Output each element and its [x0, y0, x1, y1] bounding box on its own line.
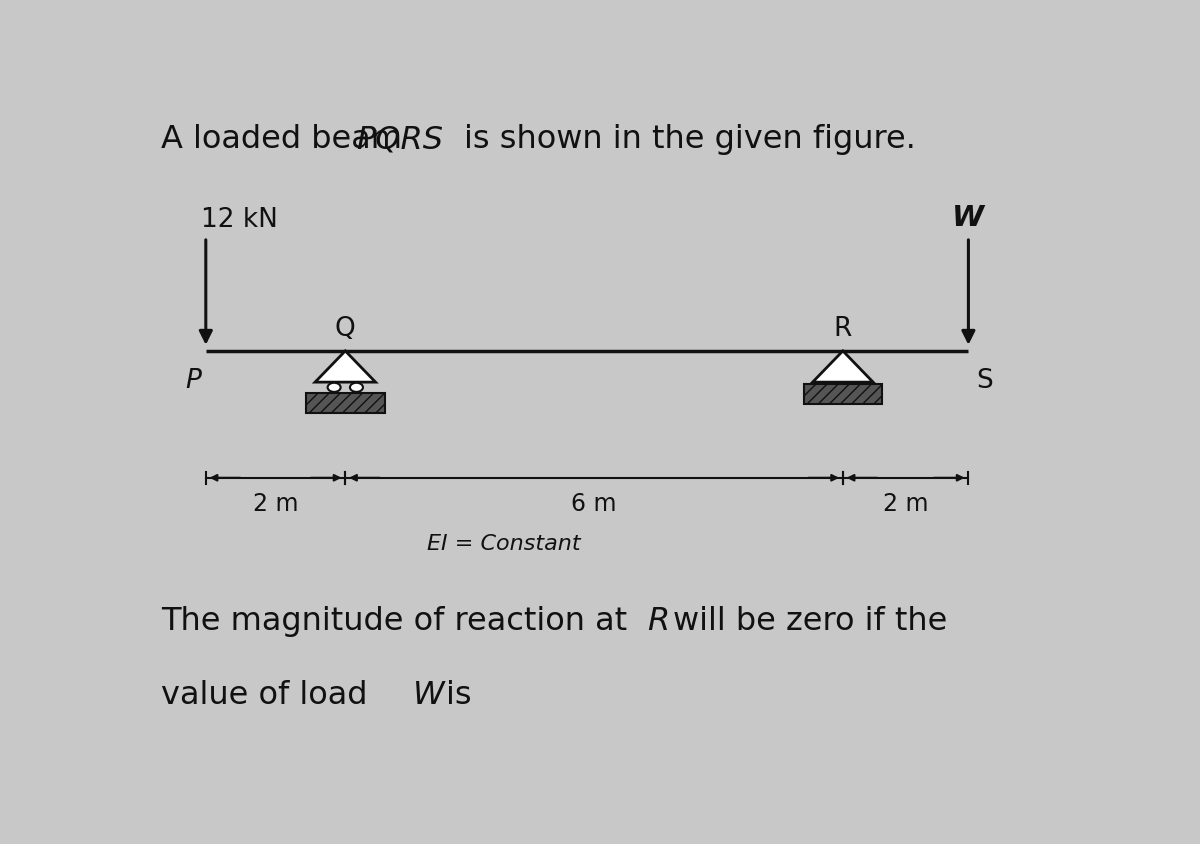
Bar — [306, 393, 384, 414]
Text: W: W — [953, 203, 984, 231]
Text: A loaded beam: A loaded beam — [161, 124, 413, 155]
Text: 2 m: 2 m — [883, 491, 929, 515]
Text: Q: Q — [335, 316, 355, 342]
Text: 2 m: 2 m — [253, 491, 299, 515]
Text: P: P — [185, 368, 202, 393]
Bar — [804, 385, 882, 404]
Text: W: W — [413, 679, 445, 711]
Polygon shape — [316, 351, 376, 382]
Circle shape — [328, 383, 341, 392]
Text: R: R — [834, 316, 852, 342]
Text: R: R — [648, 605, 670, 636]
Text: value of load: value of load — [161, 679, 378, 711]
Text: will be zero if the: will be zero if the — [673, 605, 947, 636]
Circle shape — [350, 383, 362, 392]
Text: S: S — [976, 368, 992, 393]
Text: is shown in the given figure.: is shown in the given figure. — [464, 124, 917, 155]
Text: The magnitude of reaction at: The magnitude of reaction at — [161, 605, 637, 636]
Text: 12 kN: 12 kN — [202, 207, 278, 233]
Text: 6 m: 6 m — [571, 491, 617, 515]
Text: is: is — [445, 679, 472, 711]
Text: PQRS: PQRS — [356, 124, 444, 155]
Text: EI = Constant: EI = Constant — [426, 533, 581, 554]
Polygon shape — [812, 351, 874, 382]
